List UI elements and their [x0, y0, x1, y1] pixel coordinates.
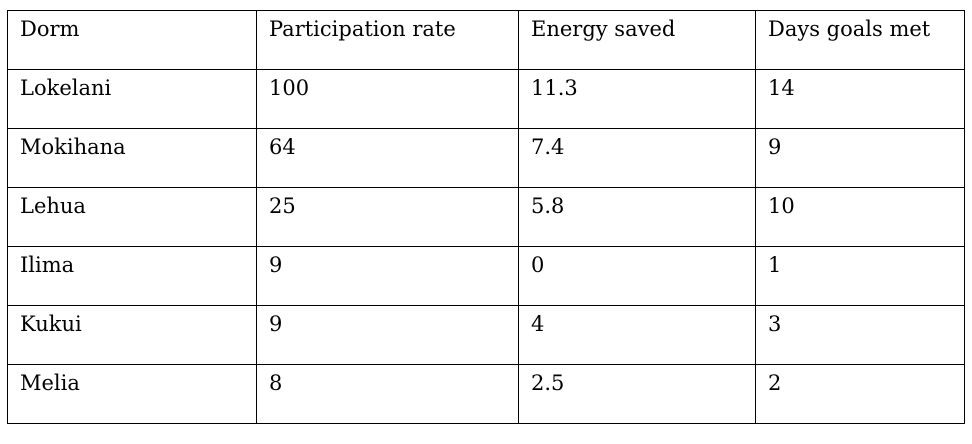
table-row: Ilima 9 0 1: [7, 246, 965, 306]
table-header-row: Dorm Participation rate Energy saved Day…: [7, 10, 965, 70]
cell-participation-rate: 9: [256, 305, 519, 365]
cell-participation-rate: 25: [256, 187, 519, 247]
cell-participation-rate: 100: [256, 69, 519, 129]
table-row: Lehua 25 5.8 10: [7, 187, 965, 247]
cell-dorm: Lehua: [7, 187, 257, 247]
cell-days-goals-met: 3: [755, 305, 965, 365]
cell-days-goals-met: 1: [755, 246, 965, 306]
cell-dorm: Mokihana: [7, 128, 257, 188]
cell-energy-saved: 0: [518, 246, 756, 306]
cell-energy-saved: 4: [518, 305, 756, 365]
header-participation-rate: Participation rate: [256, 10, 519, 70]
header-days-goals-met: Days goals met: [755, 10, 965, 70]
cell-participation-rate: 9: [256, 246, 519, 306]
cell-days-goals-met: 10: [755, 187, 965, 247]
table-row: Melia 8 2.5 2: [7, 364, 965, 424]
cell-energy-saved: 5.8: [518, 187, 756, 247]
cell-dorm: Lokelani: [7, 69, 257, 129]
dorm-energy-table: Dorm Participation rate Energy saved Day…: [7, 10, 965, 424]
cell-energy-saved: 2.5: [518, 364, 756, 424]
cell-days-goals-met: 14: [755, 69, 965, 129]
cell-energy-saved: 7.4: [518, 128, 756, 188]
cell-dorm: Melia: [7, 364, 257, 424]
table-row: Lokelani 100 11.3 14: [7, 69, 965, 129]
cell-days-goals-met: 2: [755, 364, 965, 424]
cell-participation-rate: 64: [256, 128, 519, 188]
cell-dorm: Ilima: [7, 246, 257, 306]
cell-energy-saved: 11.3: [518, 69, 756, 129]
header-energy-saved: Energy saved: [518, 10, 756, 70]
table-row: Mokihana 64 7.4 9: [7, 128, 965, 188]
cell-participation-rate: 8: [256, 364, 519, 424]
table-row: Kukui 9 4 3: [7, 305, 965, 365]
cell-days-goals-met: 9: [755, 128, 965, 188]
header-dorm: Dorm: [7, 10, 257, 70]
cell-dorm: Kukui: [7, 305, 257, 365]
